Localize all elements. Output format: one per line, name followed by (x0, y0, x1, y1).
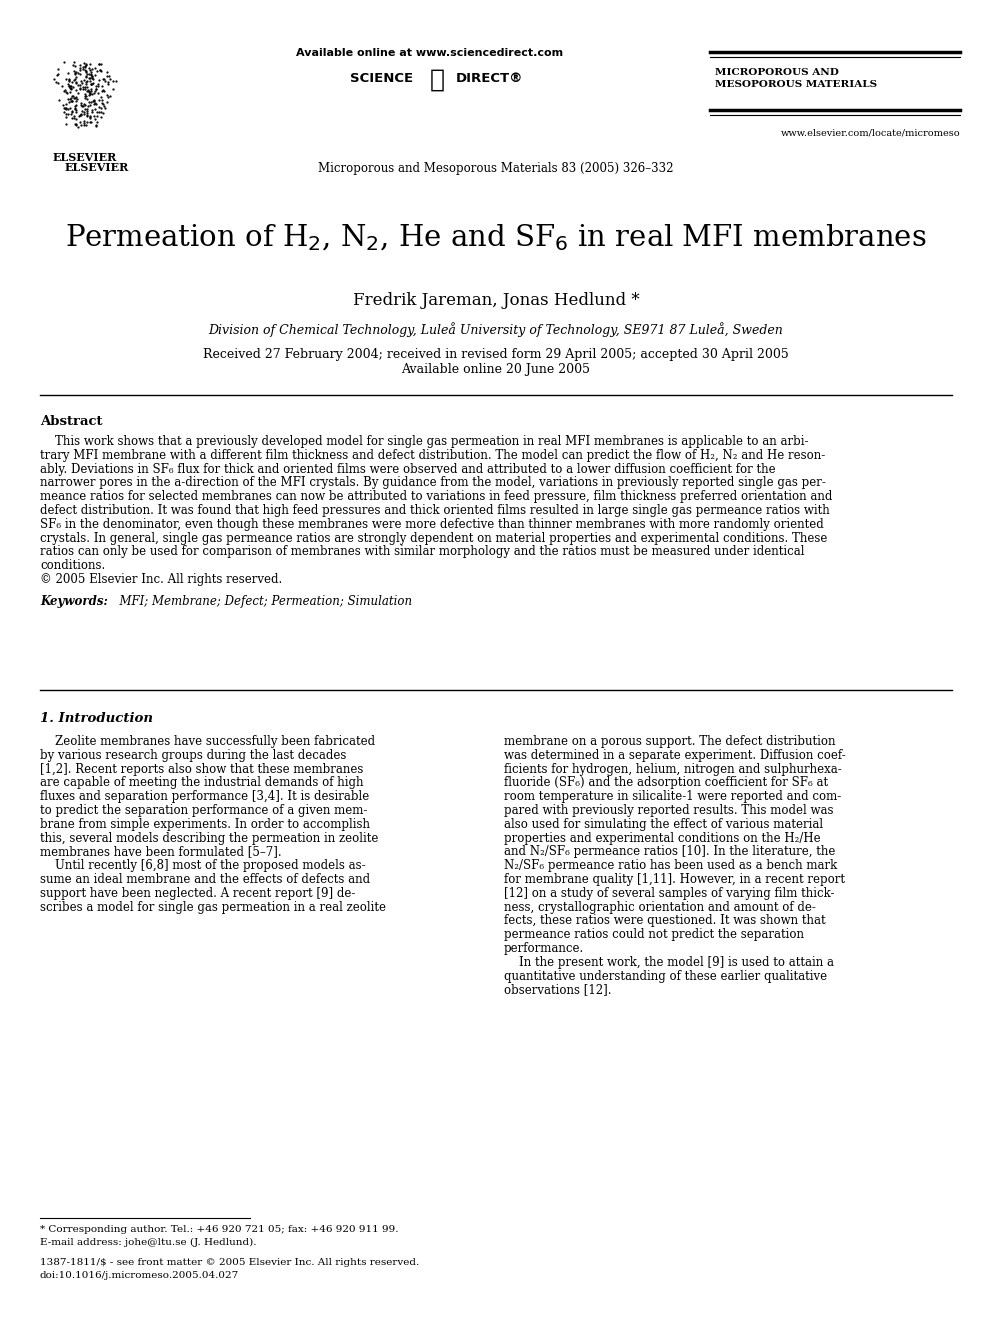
Text: was determined in a separate experiment. Diffusion coef-: was determined in a separate experiment.… (504, 749, 846, 762)
Text: SF₆ in the denominator, even though these membranes were more defective than thi: SF₆ in the denominator, even though thes… (40, 517, 823, 531)
Text: brane from simple experiments. In order to accomplish: brane from simple experiments. In order … (40, 818, 370, 831)
Text: quantitative understanding of these earlier qualitative: quantitative understanding of these earl… (504, 970, 827, 983)
Text: E-mail address: johe@ltu.se (J. Hedlund).: E-mail address: johe@ltu.se (J. Hedlund)… (40, 1238, 257, 1248)
Text: observations [12].: observations [12]. (504, 983, 611, 996)
Text: Available online 20 June 2005: Available online 20 June 2005 (402, 363, 590, 376)
Text: [1,2]. Recent reports also show that these membranes: [1,2]. Recent reports also show that the… (40, 762, 363, 775)
Text: fects, these ratios were questioned. It was shown that: fects, these ratios were questioned. It … (504, 914, 825, 927)
Text: Until recently [6,8] most of the proposed models as-: Until recently [6,8] most of the propose… (40, 859, 366, 872)
Text: Keywords:: Keywords: (40, 595, 108, 607)
Text: * Corresponding author. Tel.: +46 920 721 05; fax: +46 920 911 99.: * Corresponding author. Tel.: +46 920 72… (40, 1225, 399, 1234)
Text: MFI; Membrane; Defect; Permeation; Simulation: MFI; Membrane; Defect; Permeation; Simul… (112, 595, 412, 607)
Text: for membrane quality [1,11]. However, in a recent report: for membrane quality [1,11]. However, in… (504, 873, 845, 886)
Text: In the present work, the model [9] is used to attain a: In the present work, the model [9] is us… (504, 955, 834, 968)
Text: Zeolite membranes have successfully been fabricated: Zeolite membranes have successfully been… (40, 736, 375, 747)
Text: conditions.: conditions. (40, 560, 105, 573)
Text: ficients for hydrogen, helium, nitrogen and sulphurhexa-: ficients for hydrogen, helium, nitrogen … (504, 762, 842, 775)
Text: ⓐ: ⓐ (430, 67, 444, 93)
Text: [12] on a study of several samples of varying film thick-: [12] on a study of several samples of va… (504, 886, 834, 900)
Text: 1387-1811/$ - see front matter © 2005 Elsevier Inc. All rights reserved.: 1387-1811/$ - see front matter © 2005 El… (40, 1258, 420, 1267)
Text: 1. Introduction: 1. Introduction (40, 712, 153, 725)
Text: fluoride (SF₆) and the adsorption coefficient for SF₆ at: fluoride (SF₆) and the adsorption coeffi… (504, 777, 828, 790)
Text: membrane on a porous support. The defect distribution: membrane on a porous support. The defect… (504, 736, 835, 747)
Text: defect distribution. It was found that high feed pressures and thick oriented fi: defect distribution. It was found that h… (40, 504, 829, 517)
Text: by various research groups during the last decades: by various research groups during the la… (40, 749, 346, 762)
Text: properties and experimental conditions on the H₂/He: properties and experimental conditions o… (504, 832, 820, 844)
Text: to predict the separation performance of a given mem-: to predict the separation performance of… (40, 804, 367, 818)
Text: ratios can only be used for comparison of membranes with similar morphology and : ratios can only be used for comparison o… (40, 545, 805, 558)
Text: this, several models describing the permeation in zeolite: this, several models describing the perm… (40, 832, 378, 844)
Text: and N₂/SF₆ permeance ratios [10]. In the literature, the: and N₂/SF₆ permeance ratios [10]. In the… (504, 845, 835, 859)
Text: Microporous and Mesoporous Materials 83 (2005) 326–332: Microporous and Mesoporous Materials 83 … (318, 161, 674, 175)
Text: membranes have been formulated [5–7].: membranes have been formulated [5–7]. (40, 845, 282, 859)
Text: Permeation of H$_2$, N$_2$, He and SF$_6$ in real MFI membranes: Permeation of H$_2$, N$_2$, He and SF$_6… (65, 222, 927, 253)
Text: meance ratios for selected membranes can now be attributed to variations in feed: meance ratios for selected membranes can… (40, 491, 832, 503)
Text: This work shows that a previously developed model for single gas permeation in r: This work shows that a previously develo… (40, 435, 808, 448)
Text: scribes a model for single gas permeation in a real zeolite: scribes a model for single gas permeatio… (40, 901, 386, 914)
Text: DIRECT®: DIRECT® (456, 71, 524, 85)
Text: trary MFI membrane with a different film thickness and defect distribution. The : trary MFI membrane with a different film… (40, 448, 825, 462)
Text: MICROPOROUS AND
MESOPOROUS MATERIALS: MICROPOROUS AND MESOPOROUS MATERIALS (715, 67, 877, 89)
Text: performance.: performance. (504, 942, 584, 955)
Text: Division of Chemical Technology, Luleå University of Technology, SE971 87 Luleå,: Division of Chemical Technology, Luleå U… (208, 321, 784, 337)
Text: ness, crystallographic orientation and amount of de-: ness, crystallographic orientation and a… (504, 901, 815, 914)
Text: Fredrik Jareman, Jonas Hedlund *: Fredrik Jareman, Jonas Hedlund * (353, 292, 639, 310)
Text: www.elsevier.com/locate/micromeso: www.elsevier.com/locate/micromeso (781, 128, 960, 138)
Text: Received 27 February 2004; received in revised form 29 April 2005; accepted 30 A: Received 27 February 2004; received in r… (203, 348, 789, 361)
Text: sume an ideal membrane and the effects of defects and: sume an ideal membrane and the effects o… (40, 873, 370, 886)
Text: Available online at www.sciencedirect.com: Available online at www.sciencedirect.co… (297, 48, 563, 58)
Text: ELSEVIER: ELSEVIER (65, 161, 129, 173)
Text: pared with previously reported results. This model was: pared with previously reported results. … (504, 804, 833, 818)
Text: room temperature in silicalite-1 were reported and com-: room temperature in silicalite-1 were re… (504, 790, 841, 803)
Text: fluxes and separation performance [3,4]. It is desirable: fluxes and separation performance [3,4].… (40, 790, 369, 803)
Text: SCIENCE: SCIENCE (350, 71, 413, 85)
Text: N₂/SF₆ permeance ratio has been used as a bench mark: N₂/SF₆ permeance ratio has been used as … (504, 859, 837, 872)
Text: also used for simulating the effect of various material: also used for simulating the effect of v… (504, 818, 823, 831)
Text: doi:10.1016/j.micromeso.2005.04.027: doi:10.1016/j.micromeso.2005.04.027 (40, 1271, 239, 1279)
Text: ELSEVIER: ELSEVIER (53, 152, 117, 163)
Text: are capable of meeting the industrial demands of high: are capable of meeting the industrial de… (40, 777, 363, 790)
Text: © 2005 Elsevier Inc. All rights reserved.: © 2005 Elsevier Inc. All rights reserved… (40, 573, 283, 586)
Text: support have been neglected. A recent report [9] de-: support have been neglected. A recent re… (40, 886, 355, 900)
Text: Abstract: Abstract (40, 415, 102, 429)
Text: narrower pores in the a-direction of the MFI crystals. By guidance from the mode: narrower pores in the a-direction of the… (40, 476, 826, 490)
Text: ably. Deviations in SF₆ flux for thick and oriented films were observed and attr: ably. Deviations in SF₆ flux for thick a… (40, 463, 776, 475)
Text: permeance ratios could not predict the separation: permeance ratios could not predict the s… (504, 929, 804, 941)
Text: crystals. In general, single gas permeance ratios are strongly dependent on mate: crystals. In general, single gas permean… (40, 532, 827, 545)
